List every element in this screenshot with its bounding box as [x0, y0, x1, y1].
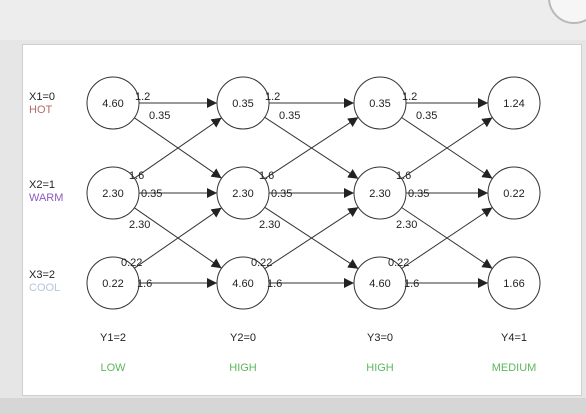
node-value: 2.30 — [232, 188, 253, 200]
state-node-c3-r1 — [353, 76, 407, 130]
edge-label-top-diagonal: 0.35 — [149, 110, 170, 122]
node-value: 0.22 — [503, 188, 524, 200]
input-word: HOT — [29, 104, 53, 116]
edge-label-bottom-up: 0.22 — [388, 257, 409, 269]
edge-label-mid-up: 1.6 — [396, 170, 411, 182]
edge-label-top-diagonal: 0.35 — [279, 110, 300, 122]
bottom-strip — [0, 398, 586, 414]
top-strip — [0, 0, 586, 40]
node-value: 2.30 — [102, 188, 123, 200]
input-label: X2=1 — [29, 179, 55, 191]
observation-label: Y3=0 — [367, 332, 393, 344]
edge-label-mid-straight: 0.35 — [408, 188, 429, 200]
edge-label-top-diagonal: 0.35 — [416, 110, 437, 122]
state-node-c3-r3 — [353, 256, 407, 310]
state-node-c3-r2 — [353, 166, 407, 220]
edge-label-top-straight: 1.2 — [135, 91, 150, 103]
edge-label-bottom-straight: 1.6 — [404, 278, 419, 290]
state-node-c2-r1 — [216, 76, 270, 130]
edge-col1-r3-to-r2 — [134, 207, 222, 269]
state-node-c1-r3 — [86, 256, 140, 310]
state-label: LOW — [100, 362, 126, 374]
node-value: 4.60 — [232, 278, 253, 290]
edge-col1-r2-to-r1 — [134, 117, 222, 179]
edge-col2-r3-to-r2 — [264, 206, 359, 270]
state-label: HIGH — [366, 362, 394, 374]
node-value: 0.22 — [102, 278, 123, 290]
state-node-c2-r3 — [216, 256, 270, 310]
input-label: X3=2 — [29, 269, 55, 281]
edge-label-mid-up: 1.6 — [259, 170, 274, 182]
edge-label-top-straight: 1.2 — [402, 91, 417, 103]
state-node-c1-r2 — [86, 166, 140, 220]
edge-label-top-straight: 1.2 — [265, 91, 280, 103]
input-label: X1=0 — [29, 91, 55, 103]
observation-label: Y2=0 — [230, 332, 256, 344]
edge-label-mid-down: 2.30 — [129, 219, 150, 231]
observation-label: Y4=1 — [501, 332, 527, 344]
node-value: 4.60 — [369, 278, 390, 290]
state-node-c2-r2 — [216, 166, 270, 220]
edge-label-bottom-straight: 1.6 — [267, 278, 282, 290]
edge-label-mid-up: 1.6 — [129, 170, 144, 182]
state-node-c4-r2 — [487, 166, 541, 220]
state-label: HIGH — [229, 362, 257, 374]
state-label: MEDIUM — [492, 362, 537, 374]
state-node-c4-r1 — [487, 76, 541, 130]
observation-label: Y1=2 — [100, 332, 126, 344]
node-value: 4.60 — [102, 98, 123, 110]
state-node-c1-r1 — [86, 76, 140, 130]
edge-label-mid-straight: 0.35 — [141, 188, 162, 200]
edge-label-mid-straight: 0.35 — [271, 188, 292, 200]
edge-label-mid-down: 2.30 — [396, 219, 417, 231]
edge-col2-r2-to-r1 — [264, 116, 359, 180]
edge-label-mid-down: 2.30 — [259, 219, 280, 231]
edge-label-bottom-straight: 1.6 — [137, 278, 152, 290]
node-value: 1.24 — [503, 98, 524, 110]
edge-label-bottom-up: 0.22 — [121, 257, 142, 269]
node-value: 1.66 — [503, 278, 524, 290]
state-node-c4-r3 — [487, 256, 541, 310]
edge-label-bottom-up: 0.22 — [251, 257, 272, 269]
node-value: 0.35 — [369, 98, 390, 110]
input-word: COOL — [29, 282, 60, 294]
node-value: 0.35 — [232, 98, 253, 110]
edge-col3-r2-to-r1 — [401, 117, 493, 179]
input-word: WARM — [29, 192, 63, 204]
node-value: 2.30 — [369, 188, 390, 200]
edge-col3-r3-to-r2 — [401, 207, 493, 269]
